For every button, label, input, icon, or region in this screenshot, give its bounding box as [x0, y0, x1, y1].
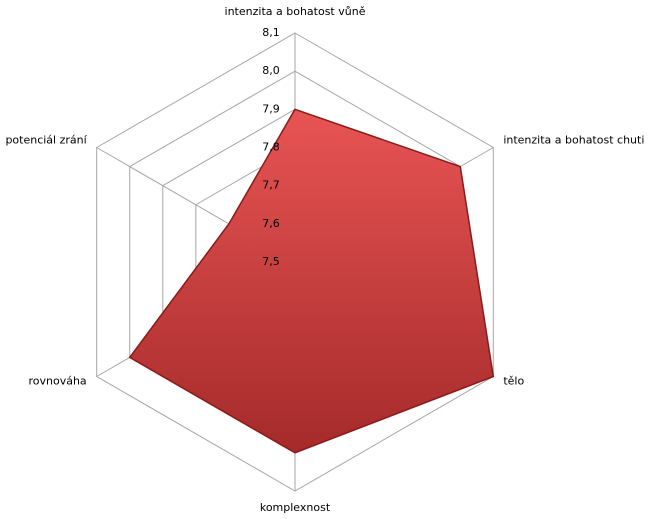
radar-area	[128, 108, 495, 454]
r-tick-label: 8,0	[262, 64, 280, 77]
r-tick-label: 7,5	[262, 255, 280, 268]
axis-label: tělo	[503, 375, 524, 388]
axis-label: intenzita a bohatost vůně	[225, 5, 366, 18]
r-tick-label: 7,9	[262, 102, 280, 115]
r-tick-label: 7,7	[262, 179, 280, 192]
axis-label: potenciál zrání	[5, 134, 87, 147]
axis-label: rovnováha	[28, 375, 86, 388]
axis-label: komplexnost	[260, 501, 331, 514]
axis-label: intenzita a bohatost chuti	[503, 134, 644, 147]
r-tick-label: 7,8	[262, 141, 280, 154]
r-tick-label: 8,1	[262, 26, 280, 39]
r-tick-label: 7,6	[262, 217, 280, 230]
